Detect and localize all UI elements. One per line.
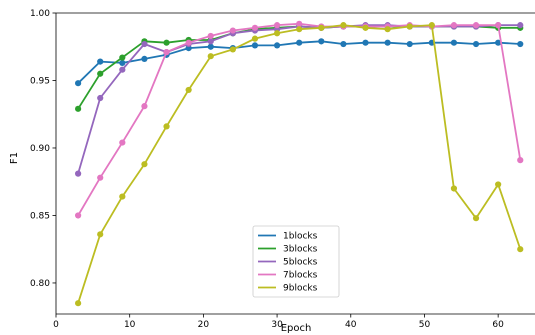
data-point-5blocks xyxy=(119,66,126,73)
data-point-3blocks xyxy=(75,105,82,112)
y-tick-label: 1.00 xyxy=(30,9,50,19)
data-point-7blocks xyxy=(229,27,236,34)
data-point-1blocks xyxy=(296,39,303,46)
legend: 1blocks 3blocks 5blocks 7blocks 9blocks xyxy=(252,225,340,298)
data-point-7blocks xyxy=(495,22,502,29)
legend-label-3blocks: 3blocks xyxy=(283,245,318,255)
data-point-5blocks xyxy=(517,22,524,29)
series-line-1blocks xyxy=(77,40,521,84)
x-tick-label: 0 xyxy=(53,320,59,330)
data-point-1blocks xyxy=(97,58,104,65)
data-point-1blocks xyxy=(517,40,524,48)
x-tick-label: 20 xyxy=(198,320,210,330)
data-point-9blocks xyxy=(296,26,303,33)
x-tick-label: 40 xyxy=(345,320,357,330)
x-tick-label: 10 xyxy=(124,320,136,330)
y-tick-label: 0.90 xyxy=(30,144,50,154)
data-point-7blocks xyxy=(472,22,480,29)
data-point-1blocks xyxy=(362,39,369,46)
data-point-1blocks xyxy=(472,40,480,48)
data-point-9blocks xyxy=(362,24,369,31)
data-point-9blocks xyxy=(472,215,480,222)
data-point-7blocks xyxy=(207,32,214,40)
y-tick-label: 0.80 xyxy=(30,279,50,289)
data-point-7blocks xyxy=(185,39,192,46)
y-axis: 0.80 0.85 0.90 0.95 1.00 xyxy=(30,9,57,314)
data-point-9blocks xyxy=(251,35,259,42)
x-axis: 0 10 20 30 40 50 60 xyxy=(53,313,535,330)
legend-label-9blocks: 9blocks xyxy=(283,284,318,294)
x-tick-label: 30 xyxy=(271,320,283,330)
data-point-5blocks xyxy=(207,38,214,45)
x-tick-label: 50 xyxy=(419,320,431,330)
data-point-9blocks xyxy=(163,123,170,130)
data-point-9blocks xyxy=(141,161,148,168)
y-tick-label: 0.95 xyxy=(30,76,50,86)
plot-area xyxy=(56,12,535,307)
data-point-1blocks xyxy=(141,55,148,62)
data-point-5blocks xyxy=(75,170,82,177)
data-point-5blocks xyxy=(97,94,104,102)
data-point-3blocks xyxy=(119,54,126,61)
legend-label-7blocks: 7blocks xyxy=(283,271,318,281)
data-point-7blocks xyxy=(141,103,148,110)
data-point-7blocks xyxy=(450,22,458,29)
data-point-7blocks xyxy=(97,174,104,181)
y-tick-label: 0.85 xyxy=(30,211,50,221)
data-point-1blocks xyxy=(384,39,391,46)
y-axis-label: F1 xyxy=(9,152,20,164)
data-point-1blocks xyxy=(251,42,259,49)
data-point-9blocks xyxy=(318,24,325,31)
data-point-1blocks xyxy=(450,39,458,46)
data-point-9blocks xyxy=(450,185,458,192)
data-point-7blocks xyxy=(163,49,170,56)
data-point-7blocks xyxy=(75,212,82,219)
data-point-1blocks xyxy=(340,40,347,48)
x-axis-label: Epoch xyxy=(281,323,312,334)
data-point-9blocks xyxy=(428,22,435,29)
legend-label-1blocks: 1blocks xyxy=(283,232,318,242)
data-point-1blocks xyxy=(495,39,502,46)
data-point-5blocks xyxy=(141,40,148,48)
data-point-1blocks xyxy=(273,42,281,49)
data-point-9blocks xyxy=(119,193,126,200)
x-tick-label: 60 xyxy=(492,320,504,330)
data-point-7blocks xyxy=(296,20,303,27)
data-point-7blocks xyxy=(517,157,524,164)
data-point-7blocks xyxy=(273,22,281,29)
data-point-9blocks xyxy=(207,53,214,60)
data-point-9blocks xyxy=(273,30,281,37)
data-point-9blocks xyxy=(97,231,104,238)
data-point-1blocks xyxy=(75,80,82,87)
data-point-7blocks xyxy=(251,24,259,31)
data-point-9blocks xyxy=(384,26,391,33)
data-point-9blocks xyxy=(75,300,82,307)
data-point-9blocks xyxy=(495,181,502,188)
data-point-3blocks xyxy=(97,70,104,77)
data-point-1blocks xyxy=(207,43,214,50)
data-point-1blocks xyxy=(318,38,325,45)
series-line-5blocks xyxy=(77,24,521,174)
data-point-9blocks xyxy=(517,246,524,253)
data-point-9blocks xyxy=(185,86,192,94)
data-point-1blocks xyxy=(406,40,413,48)
data-point-7blocks xyxy=(119,139,126,146)
data-point-3blocks xyxy=(163,39,170,46)
legend-box xyxy=(252,225,340,298)
data-point-9blocks xyxy=(229,46,236,53)
data-point-9blocks xyxy=(340,22,347,29)
data-point-1blocks xyxy=(119,59,126,67)
data-point-9blocks xyxy=(406,23,413,30)
legend-label-5blocks: 5blocks xyxy=(283,258,318,268)
